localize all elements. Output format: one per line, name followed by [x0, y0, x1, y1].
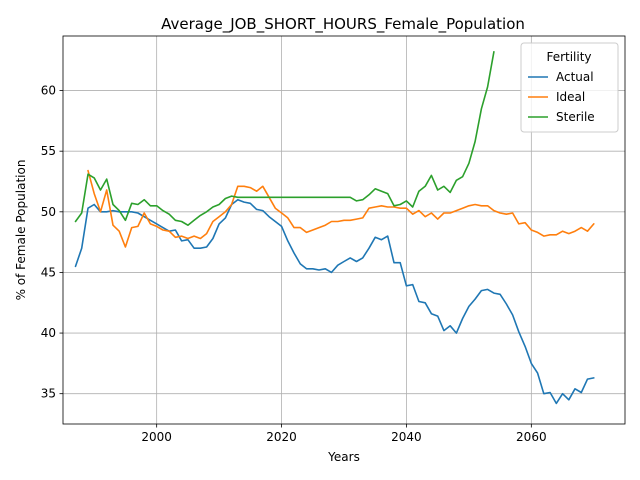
- y-tick-label: 55: [41, 144, 56, 158]
- series-line-sterile: [74, 50, 495, 226]
- series-line-ideal: [87, 169, 595, 248]
- legend-title: Fertility: [546, 50, 591, 64]
- y-tick-label: 45: [41, 265, 56, 279]
- legend-label-ideal: Ideal: [556, 90, 585, 104]
- y-tick-label: 40: [41, 326, 56, 340]
- legend: Fertility Actual Ideal Sterile: [520, 42, 619, 133]
- legend-label-actual: Actual: [556, 70, 594, 84]
- series-lines: [74, 50, 595, 405]
- legend-box: [520, 42, 619, 133]
- y-tick-label: 50: [41, 205, 56, 219]
- plot-frame: [62, 35, 626, 425]
- grid: [63, 36, 625, 424]
- legend-entries: Actual Ideal Sterile: [528, 70, 595, 124]
- x-tick-label: 2020: [266, 430, 297, 444]
- x-tick-label: 2000: [141, 430, 172, 444]
- y-axis-label: % of Female Population: [14, 160, 28, 301]
- y-axis: 35 40 45 50 55 60: [41, 84, 63, 401]
- y-tick-label: 60: [41, 84, 56, 98]
- x-tick-label: 2040: [391, 430, 422, 444]
- x-axis-label: Years: [327, 450, 360, 464]
- series-line-actual: [74, 198, 595, 405]
- x-tick-label: 2060: [516, 430, 547, 444]
- chart-title: Average_JOB_SHORT_HOURS_Female_Populatio…: [161, 15, 525, 34]
- x-axis: 2000 2020 2040 2060: [141, 424, 547, 444]
- y-tick-label: 35: [41, 387, 56, 401]
- legend-label-sterile: Sterile: [556, 110, 595, 124]
